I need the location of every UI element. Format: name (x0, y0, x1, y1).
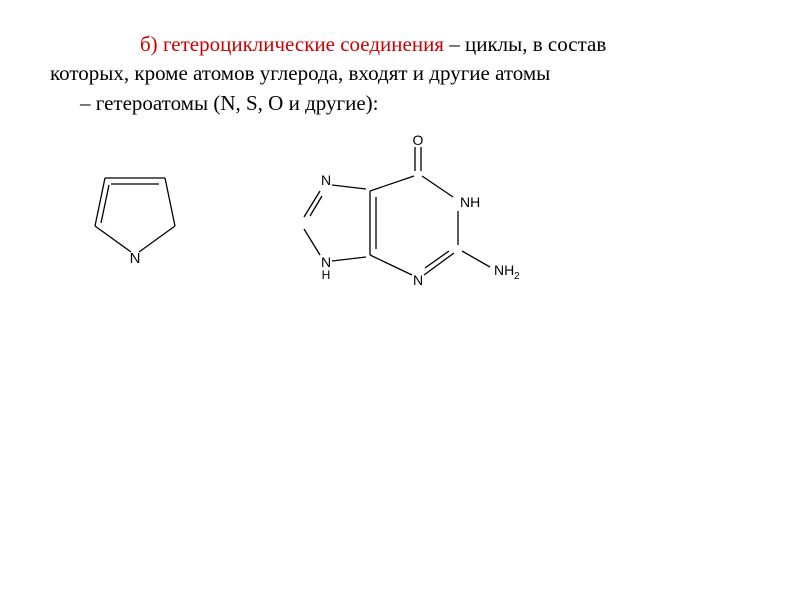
line3: – гетероатомы (N, S, O и другие): (80, 91, 378, 115)
h-bottom-label: H (322, 268, 331, 282)
line2: которых, кроме атомов углерода, входят и… (50, 61, 550, 85)
nitrogen-label: N (130, 250, 141, 267)
pyrrole-structure: N (80, 148, 190, 278)
n-mid-label: N (413, 272, 423, 288)
item-prefix: б) (140, 32, 163, 56)
n-left-label: N (321, 172, 331, 188)
guanine-structure: O NH N . N N H NH 2 (270, 133, 530, 323)
nh2-label: NH (494, 262, 514, 278)
oxygen-label: O (413, 133, 424, 148)
chemical-diagrams: N (50, 138, 750, 338)
line1-rest: – циклы, в состав (444, 32, 606, 56)
nh-top-label: NH (460, 194, 480, 210)
definition-paragraph: б) гетероциклические соединения – циклы,… (50, 30, 750, 118)
term: гетероциклические соединения (163, 32, 444, 56)
nh2-sub-label: 2 (514, 271, 520, 282)
